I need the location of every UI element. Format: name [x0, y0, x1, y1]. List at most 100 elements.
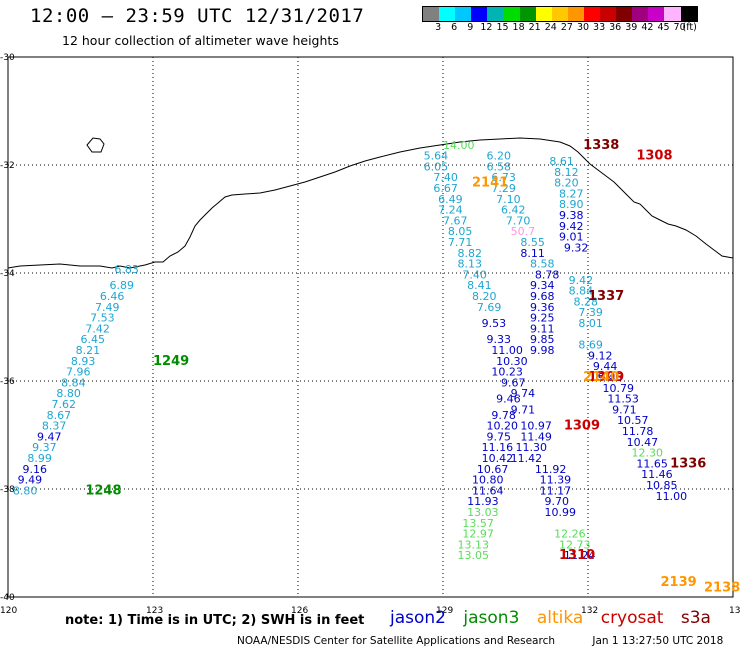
wave-height-value: 8.41 — [467, 279, 492, 292]
pass-id-labels: 1248 1249 1338 1308 1337 1309 1309 1336 1310 2141… — [85, 138, 740, 596]
wave-height-value: 10.47 — [627, 436, 659, 449]
colorbar-label: 36 — [609, 22, 622, 33]
wave-height-value: 9.32 — [564, 241, 589, 254]
lon-tick-label: 120 — [0, 606, 17, 616]
wave-height-value: 11.65 — [636, 457, 668, 470]
pass-id-label: 2138 — [704, 581, 740, 596]
wave-height-value: 7.53 — [90, 312, 115, 325]
wave-height-value: 8.90 — [559, 198, 584, 211]
wave-height-value: 8.05 — [448, 225, 473, 238]
wave-height-value: 12.97 — [462, 528, 494, 541]
map-title: 12:00 – 23:59 UTC 12/31/2017 — [30, 5, 365, 27]
wave-height-value: 8.84 — [61, 376, 86, 389]
wave-height-value: 11.16 — [482, 441, 513, 454]
wave-height-value: 10.30 — [496, 355, 527, 368]
wave-height-value: 7.96 — [66, 366, 91, 379]
colorbar-swatch — [519, 7, 536, 21]
wave-height-value: 11.78 — [622, 425, 654, 438]
wave-height-value: 9.11 — [530, 322, 555, 335]
wave-height-value: 11.39 — [540, 474, 572, 487]
colorbar-label: 12 — [480, 22, 493, 33]
lon-tick-label: 129 — [436, 606, 453, 616]
colorbar-swatch — [680, 7, 697, 21]
wave-height-value: 50.7 — [511, 225, 535, 238]
pass-id-label: 1338 — [583, 138, 619, 153]
wave-height-value: 6.73 — [491, 171, 516, 184]
wave-height-value: 13.05 — [458, 549, 490, 562]
colorbar-swatch — [616, 7, 633, 21]
colorbar-swatch — [600, 7, 617, 21]
wave-height-value: 10.20 — [487, 420, 519, 433]
wave-height-value: 9.67 — [501, 376, 526, 389]
wave-height-value: 9.68 — [530, 290, 555, 303]
wave-height-value: 6.05 — [424, 160, 449, 173]
pass-id-label: 1337 — [588, 289, 624, 304]
wave-height-value: 6.20 — [487, 150, 512, 163]
wave-height-value: 8.28 — [574, 295, 599, 308]
wave-height-value: 13.57 — [462, 517, 494, 530]
wave-height-value: 7.49 — [95, 301, 120, 314]
wave-height-value: 9.16 — [23, 463, 48, 476]
pass-id-label: 1248 — [85, 483, 121, 498]
wave-height-value: 12.26 — [554, 528, 586, 541]
wave-height-value: 9.78 — [491, 409, 516, 422]
wave-height-value: 6.49 — [438, 193, 463, 206]
wave-height-value: 9.42 — [569, 274, 594, 287]
legend-s3a: s3a — [680, 608, 711, 628]
wave-height-value: 8.55 — [520, 236, 545, 249]
wave-height-values: 6.83 6.896.467.497.537.426.458.218.937.96… — [13, 139, 687, 562]
wave-height-value: 9.75 — [487, 430, 512, 443]
wave-height-value: 8.78 — [535, 268, 560, 281]
wave-height-value: 11.17 — [540, 484, 572, 497]
wave-height-value: 7.62 — [52, 398, 77, 411]
wave-height-colorbar — [422, 6, 698, 22]
wave-height-value: 8.82 — [458, 247, 483, 260]
map-subtitle: 12 hour collection of altimeter wave hei… — [62, 33, 339, 48]
legend-cryosat: cryosat — [600, 608, 664, 628]
wave-height-value: 9.01 — [559, 231, 584, 244]
wave-height-value: 8.20 — [472, 290, 497, 303]
wave-height-value: 11.24 — [564, 549, 596, 562]
wave-height-value: 8.12 — [554, 166, 579, 179]
wave-height-value: 6.67 — [433, 182, 458, 195]
wave-height-value: 10.97 — [520, 420, 552, 433]
lat-tick-label: -32 — [0, 161, 15, 171]
wave-height-value: 7.40 — [462, 268, 487, 281]
wave-height-value: 9.34 — [530, 279, 555, 292]
wave-height-value: 14.00 — [443, 139, 475, 152]
colorbar-swatch — [535, 7, 552, 21]
wave-height-value: 6.58 — [487, 160, 512, 173]
colorbar-label: 45 — [657, 22, 670, 33]
pass-id-label: 1336 — [670, 456, 706, 471]
axis-labels: 120 123 126 129 132 135 -30 -32 -34 -36 -38 -40 — [0, 53, 740, 616]
colorbar-swatch — [567, 7, 584, 21]
wave-height-value: 9.49 — [18, 474, 42, 487]
footer-timestamp: Jan 1 13:27:50 UTC 2018 — [592, 635, 724, 647]
wave-height-value: 10.57 — [617, 414, 649, 427]
colorbar-swatch — [423, 7, 440, 21]
colorbar-labels: 3 6 9 12 15 18 21 24 27 30 33 36 39 42 45 70 (ft) — [422, 22, 740, 34]
satellite-legend: jason2 jason3 altika cryosat s3a — [390, 608, 723, 628]
colorbar-label: 18 — [512, 22, 525, 33]
wave-height-value: 8.37 — [42, 420, 66, 433]
pass-id-label: 2140 — [583, 370, 619, 385]
wave-height-value: 6.83 — [114, 263, 139, 276]
lon-tick-label: 126 — [291, 606, 308, 616]
lat-tick-label: -34 — [0, 269, 15, 279]
lon-tick-label: 132 — [581, 606, 598, 616]
wave-height-value: 8.13 — [458, 258, 483, 271]
wave-height-value: 8.21 — [76, 344, 101, 357]
wave-height-value: 10.42 — [482, 452, 513, 465]
wave-height-value: 9.46 — [496, 393, 520, 406]
wave-height-value: 8.84 — [569, 285, 594, 298]
wave-height-value: 9.36 — [530, 301, 555, 314]
wave-height-value: 9.37 — [32, 441, 57, 454]
lat-tick-label: -38 — [0, 485, 15, 495]
pass-id-label: 1309 — [588, 370, 624, 385]
colorbar-swatch — [487, 7, 504, 21]
wave-height-value: 8.69 — [578, 339, 603, 352]
lon-tick-label: 135 — [729, 606, 740, 616]
wave-height-value: 13.03 — [467, 506, 499, 519]
wave-height-value: 8.67 — [47, 409, 72, 422]
colorbar-swatch — [583, 7, 601, 21]
